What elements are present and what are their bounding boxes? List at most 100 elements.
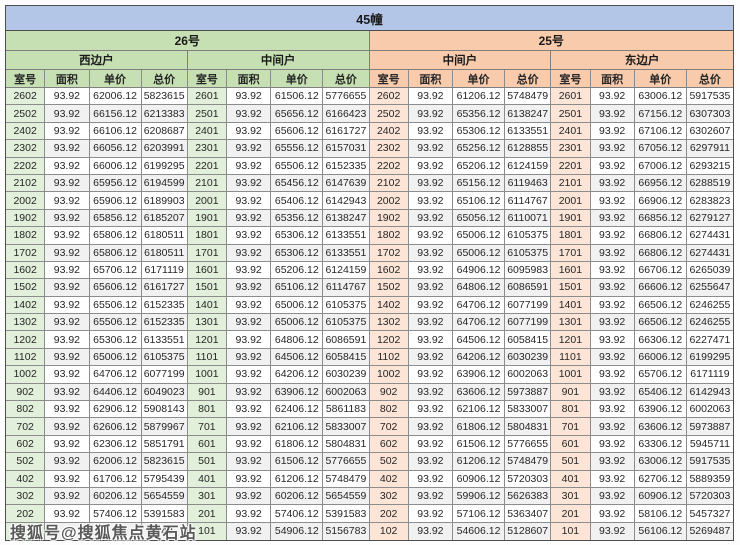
unit-price-col-header: 单价 xyxy=(634,70,687,88)
area-cell: 93.92 xyxy=(45,505,90,523)
total-price-cell: 6110071 xyxy=(505,209,552,228)
room-cell: 1101 xyxy=(551,348,591,367)
room-col-header: 室号 xyxy=(551,70,591,88)
unit-price-cell: 65156.12 xyxy=(453,174,506,193)
total-price-cell: 6077199 xyxy=(505,314,552,332)
total-price-cell: 6255647 xyxy=(686,279,733,297)
unit-price-cell: 65356.12 xyxy=(271,209,324,228)
area-cell: 93.92 xyxy=(408,122,453,141)
unit-price-cell: 65656.12 xyxy=(271,105,324,123)
room-cell: 1502 xyxy=(6,279,46,297)
room-cell: 2601 xyxy=(551,88,591,106)
building-title: 45幢 xyxy=(6,6,733,31)
area-cell: 93.92 xyxy=(590,157,635,175)
total-price-cell: 6105375 xyxy=(505,227,552,245)
total-price-cell: 6302607 xyxy=(686,122,733,141)
room-cell: 501 xyxy=(551,453,591,471)
total-price-col-header: 总价 xyxy=(505,70,552,88)
room-cell: 802 xyxy=(6,401,46,419)
unit-section-row: 26号 25号 xyxy=(6,31,733,51)
unit-price-cell: 64406.12 xyxy=(89,383,142,402)
table-row: 1102 93.92 65006.12 6105375 1101 93.92 64506.1… xyxy=(6,348,733,367)
unit-price-cell: 65006.12 xyxy=(271,296,324,315)
unit-price-cell: 65406.12 xyxy=(634,383,687,402)
area-cell: 93.92 xyxy=(227,261,272,280)
total-price-cell: 6030239 xyxy=(505,348,552,367)
room-cell: 2602 xyxy=(6,88,46,106)
total-price-cell: 6171119 xyxy=(141,261,188,280)
room-cell: 2002 xyxy=(6,192,46,210)
total-price-cell: 6161727 xyxy=(323,122,370,141)
unit-price-cell: 65006.12 xyxy=(271,314,324,332)
total-price-cell: 5391583 xyxy=(141,505,188,523)
area-cell: 93.92 xyxy=(590,244,635,262)
room-cell: 902 xyxy=(6,383,46,402)
total-price-cell: 6119463 xyxy=(505,174,552,193)
unit-price-cell: 65956.12 xyxy=(89,174,142,193)
room-cell: 2501 xyxy=(187,105,228,123)
unit-price-cell: 56106.12 xyxy=(634,522,687,541)
unit-price-cell: 66506.12 xyxy=(634,296,687,315)
total-price-cell: 6105375 xyxy=(323,314,370,332)
area-cell xyxy=(45,522,90,541)
table-body: 2602 93.92 62006.12 5823615 2601 93.92 61506.1… xyxy=(6,88,733,541)
room-col-header: 室号 xyxy=(6,70,46,88)
total-price-cell: 5945711 xyxy=(686,435,733,454)
area-cell: 93.92 xyxy=(408,314,453,332)
unit-price-cell xyxy=(89,522,142,541)
room-cell: 1301 xyxy=(551,314,591,332)
room-cell: 1202 xyxy=(6,331,46,349)
area-cell: 93.92 xyxy=(45,296,90,315)
total-price-cell: 6124159 xyxy=(323,261,370,280)
table-row: 1502 93.92 65606.12 6161727 1501 93.92 65106.1… xyxy=(6,279,733,297)
room-cell: 302 xyxy=(369,487,409,506)
unit-price-cell: 67106.12 xyxy=(634,122,687,141)
total-price-cell: 5833007 xyxy=(505,401,552,419)
room-cell: 2101 xyxy=(187,174,228,193)
room-cell: 1901 xyxy=(551,209,591,228)
total-price-cell: 5917535 xyxy=(686,88,733,106)
room-cell: 1501 xyxy=(187,279,228,297)
room-cell: 2202 xyxy=(6,157,46,175)
unit-price-cell: 66906.12 xyxy=(634,192,687,210)
area-cell: 93.92 xyxy=(590,453,635,471)
total-price-cell: 6208687 xyxy=(141,122,188,141)
room-cell: 1201 xyxy=(551,331,591,349)
table-row: 2602 93.92 62006.12 5823615 2601 93.92 61506.1… xyxy=(6,88,733,106)
total-price-cell: 6274431 xyxy=(686,244,733,262)
section-26-header: 26号 xyxy=(6,31,370,51)
area-cell: 93.92 xyxy=(227,279,272,297)
area-cell: 93.92 xyxy=(408,470,453,488)
area-cell: 93.92 xyxy=(227,453,272,471)
table-row: 2202 93.92 66006.12 6199295 2201 93.92 65506.1… xyxy=(6,157,733,175)
unit-price-cell: 62706.12 xyxy=(634,470,687,488)
total-price-cell: 6227471 xyxy=(686,331,733,349)
room-cell: 1001 xyxy=(187,366,228,384)
total-price-col-header: 总价 xyxy=(141,70,188,88)
unit-price-cell: 65806.12 xyxy=(89,244,142,262)
room-cell: 1501 xyxy=(551,279,591,297)
area-cell: 93.92 xyxy=(45,174,90,193)
area-cell: 93.92 xyxy=(227,401,272,419)
room-cell: 2001 xyxy=(187,192,228,210)
area-cell: 93.92 xyxy=(45,487,90,506)
total-price-col-header: 总价 xyxy=(686,70,733,88)
area-cell: 93.92 xyxy=(45,244,90,262)
area-cell: 93.92 xyxy=(227,122,272,141)
unit-price-cell: 65406.12 xyxy=(271,192,324,210)
total-price-cell: 5748479 xyxy=(505,453,552,471)
unit-price-cell: 65056.12 xyxy=(453,209,506,228)
room-cell: 2401 xyxy=(187,122,228,141)
area-cell: 93.92 xyxy=(45,348,90,367)
table-row: 743 101 93.92 54906.12 5156783 102 93.92 54606.… xyxy=(6,522,733,541)
room-cell: 502 xyxy=(369,453,409,471)
room-cell: 2201 xyxy=(187,157,228,175)
table-row: 602 93.92 62306.12 5851791 601 93.92 61806.12 5… xyxy=(6,435,733,454)
room-cell: 1801 xyxy=(187,227,228,245)
room-cell: 1102 xyxy=(369,348,409,367)
room-cell: 2001 xyxy=(551,192,591,210)
unit-price-cell: 59906.12 xyxy=(453,487,506,506)
room-cell: 1601 xyxy=(551,261,591,280)
total-price-cell: 6147639 xyxy=(323,174,370,193)
total-price-cell: 6142943 xyxy=(323,192,370,210)
